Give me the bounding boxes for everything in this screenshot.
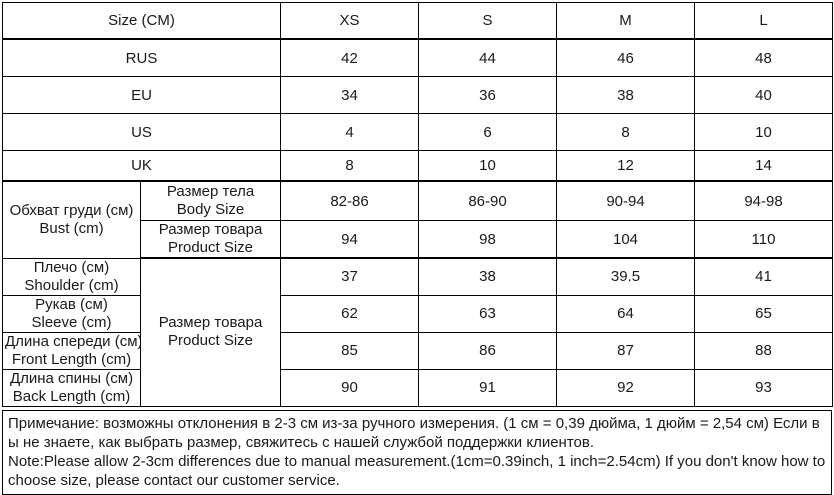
- product-size-m: 104: [556, 220, 696, 259]
- sleeve-xs: 62: [280, 294, 420, 333]
- bust-product-size-row: Размер товара Product Size 94 98 104 110: [3, 220, 834, 259]
- us-m: 8: [556, 113, 696, 151]
- eu-row-label: EU: [1, 76, 282, 114]
- body-size-s: 86-90: [418, 180, 558, 221]
- bust-body-size-row: Обхват груди (см) Bust (cm) Размер тела …: [2, 180, 834, 259]
- header-row: Size (CM) XS S M L: [1, 2, 834, 40]
- uk-l: 14: [694, 150, 834, 182]
- measurements-group-label-ru: Размер товара: [158, 314, 263, 332]
- shoulder-l: 41: [694, 257, 834, 296]
- sleeve-s: 63: [418, 294, 558, 333]
- uk-xs: 8: [280, 150, 420, 182]
- back-length-l: 93: [694, 368, 834, 407]
- shoulder-label-ru: Плечо (см): [33, 258, 110, 276]
- measurements-group-label-en: Product Size: [167, 332, 254, 350]
- rus-row: RUS 42 44 46 48: [1, 38, 834, 77]
- product-size-l: 110: [694, 220, 834, 259]
- front-length-s: 86: [418, 331, 558, 370]
- uk-row: UK 8 10 12 14: [1, 150, 834, 182]
- rus-row-label: RUS: [1, 38, 282, 77]
- body-size-m: 90-94: [556, 180, 696, 221]
- us-row: US 4 6 8 10: [1, 113, 834, 151]
- body-size-label-en: Body Size: [176, 201, 245, 218]
- us-row-label: US: [1, 113, 282, 151]
- back-length-label-ru: Длина спины (см): [9, 369, 134, 387]
- eu-m: 38: [556, 76, 696, 114]
- note-text-russian: Примечание: возможны отклонения в 2-3 см…: [8, 414, 820, 451]
- eu-l: 40: [694, 76, 834, 114]
- back-length-xs: 90: [280, 368, 420, 407]
- us-s: 6: [418, 113, 558, 151]
- eu-xs: 34: [280, 76, 420, 114]
- sleeve-row-label: Рукав (см) Sleeve (cm): [2, 294, 141, 333]
- front-length-label-ru: Длина спереди (см): [5, 332, 141, 350]
- rus-s: 44: [418, 38, 558, 77]
- shoulder-label-en: Shoulder (cm): [24, 276, 119, 294]
- front-length-row: Длина спереди (см) Front Length (cm) 85 …: [2, 331, 834, 370]
- shoulder-s: 38: [418, 257, 558, 296]
- back-length-label-en: Back Length (cm): [12, 387, 131, 405]
- shoulder-row: Плечо (см) Shoulder (cm) Размер товара P…: [2, 257, 834, 407]
- back-length-s: 91: [418, 368, 558, 407]
- product-size-label: Размер товара Product Size: [139, 220, 282, 259]
- eu-row: EU 34 36 38 40: [1, 76, 834, 114]
- bust-row-label: Обхват груди (см) Bust (cm): [2, 180, 141, 259]
- uk-s: 10: [418, 150, 558, 182]
- back-length-row-label: Длина спины (см) Back Length (cm): [2, 368, 141, 407]
- front-length-label-en: Front Length (cm): [11, 350, 132, 368]
- shoulder-xs: 37: [280, 257, 420, 296]
- note-text-english: Note:Please allow 2-3cm differences due …: [8, 452, 826, 489]
- header-size-l: L: [694, 2, 834, 40]
- us-xs: 4: [280, 113, 420, 151]
- product-size-xs: 94: [280, 220, 420, 259]
- body-size-label: Размер тела Body Size: [139, 180, 282, 221]
- front-length-l: 88: [694, 331, 834, 370]
- product-size-label-en: Product Size: [167, 239, 254, 256]
- size-table: Size (CM) XS S M L RUS 42 44 46 48 EU 34…: [1, 2, 834, 407]
- body-size-xs: 82-86: [280, 180, 420, 221]
- sleeve-l: 65: [694, 294, 834, 333]
- measurement-note: Примечание: возможны отклонения в 2-3 см…: [2, 409, 832, 495]
- back-length-row: Длина спины (см) Back Length (cm) 90 91 …: [2, 368, 834, 407]
- eu-s: 36: [418, 76, 558, 114]
- rus-xs: 42: [280, 38, 420, 77]
- product-size-label-ru: Размер товара: [158, 221, 263, 238]
- measurements-group-label: Размер товара Product Size: [139, 257, 282, 407]
- shoulder-m: 39.5: [556, 257, 696, 296]
- sleeve-label-ru: Рукав (см): [35, 295, 108, 313]
- sleeve-label-en: Sleeve (cm): [31, 313, 112, 331]
- header-size-label: Size (CM): [1, 2, 282, 40]
- front-length-row-label: Длина спереди (см) Front Length (cm): [2, 331, 141, 370]
- body-size-label-ru: Размер тела: [166, 183, 255, 200]
- sleeve-row: Рукав (см) Sleeve (cm) 62 63 64 65: [2, 294, 834, 333]
- product-size-s: 98: [418, 220, 558, 259]
- front-length-m: 87: [556, 331, 696, 370]
- us-l: 10: [694, 113, 834, 151]
- front-length-xs: 85: [280, 331, 420, 370]
- back-length-m: 92: [556, 368, 696, 407]
- shoulder-row-label: Плечо (см) Shoulder (cm): [2, 257, 141, 296]
- header-size-m: M: [556, 2, 696, 40]
- header-size-s: S: [418, 2, 558, 40]
- rus-m: 46: [556, 38, 696, 77]
- body-size-l: 94-98: [694, 180, 834, 221]
- bust-label-ru: Обхват груди (см): [9, 201, 134, 219]
- bust-label-en: Bust (cm): [39, 219, 104, 237]
- uk-m: 12: [556, 150, 696, 182]
- uk-row-label: UK: [1, 150, 282, 182]
- header-size-xs: XS: [280, 2, 420, 40]
- rus-l: 48: [694, 38, 834, 77]
- sleeve-m: 64: [556, 294, 696, 333]
